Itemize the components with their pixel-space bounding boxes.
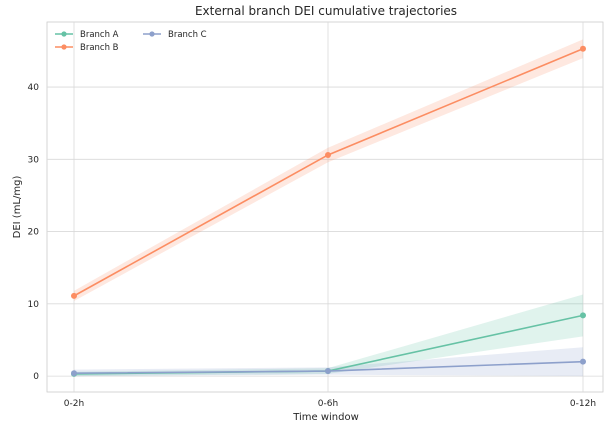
branch-b-point	[71, 292, 77, 299]
chart-title: External branch DEI cumulative trajector…	[195, 4, 457, 18]
y-tick-label: 20	[28, 228, 40, 238]
y-tick-label: 0	[33, 372, 39, 382]
branch-c-confidence-band	[74, 347, 583, 377]
branch-a-confidence-band	[74, 294, 583, 377]
series-points	[71, 45, 586, 377]
branch-b-legend-marker	[61, 44, 67, 50]
x-tick-label: 0-6h	[318, 399, 338, 409]
branch-b-confidence-band	[74, 39, 583, 301]
branch-b-legend-label: Branch B	[80, 43, 119, 53]
branch-c-point	[580, 358, 586, 365]
y-axis-label: DEI (mL/mg)	[12, 176, 23, 239]
branch-c-point	[325, 368, 331, 375]
y-tick-label: 40	[28, 83, 40, 93]
legend: Branch A Branch B Branch C	[55, 30, 207, 53]
x-axis-label: Time window	[292, 412, 359, 423]
plot-area	[46, 21, 604, 393]
y-tick-label: 10	[28, 300, 40, 310]
branch-c-legend-marker	[149, 31, 155, 37]
branch-a-point	[580, 312, 586, 319]
grid-lines	[47, 22, 603, 392]
branch-a-legend-label: Branch A	[80, 30, 119, 40]
axis-ticks: 0 10 20 30 40 0-2h 0-6h 0-12h	[28, 83, 597, 409]
branch-a-legend-marker	[61, 31, 67, 37]
confidence-bands	[74, 39, 583, 377]
branch-b-point	[325, 151, 331, 158]
branch-c-legend-label: Branch C	[168, 30, 207, 40]
branch-c-point	[71, 370, 77, 377]
branch-b-point	[580, 45, 586, 52]
x-tick-label: 0-2h	[64, 399, 84, 409]
y-tick-label: 30	[28, 155, 40, 165]
x-tick-label: 0-12h	[570, 399, 596, 409]
